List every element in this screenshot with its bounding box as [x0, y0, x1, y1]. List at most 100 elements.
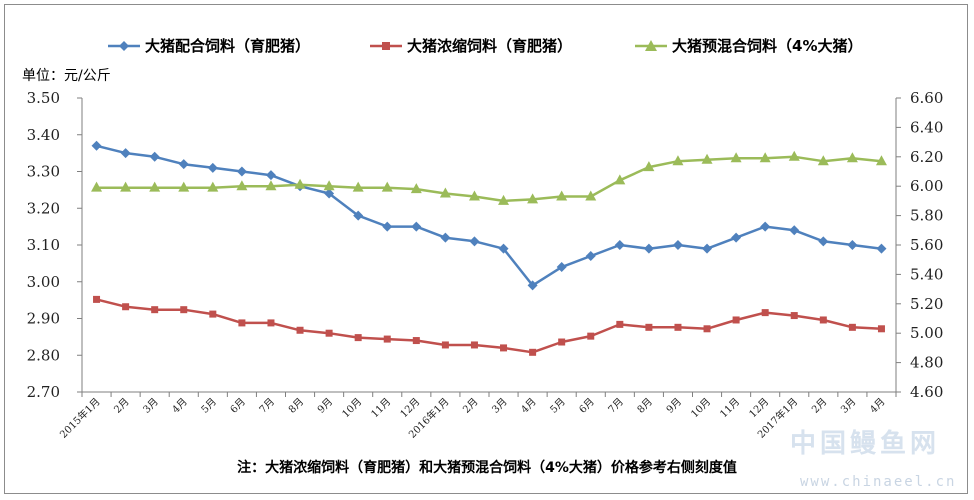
- data-point-diamond: [760, 221, 771, 232]
- x-tick-label: 2月: [461, 396, 481, 416]
- x-tick-label: 7月: [606, 396, 626, 416]
- data-point-triangle: [207, 181, 219, 192]
- data-point-diamond: [324, 188, 335, 199]
- data-point-triangle: [149, 181, 161, 192]
- right-tick-label: 5.80: [910, 207, 943, 225]
- data-point-triangle: [91, 181, 103, 192]
- legend-item-series-2: 大猪浓缩饲料（育肥猪）: [370, 37, 572, 55]
- data-point-diamond: [265, 170, 276, 181]
- x-tick-label: 7月: [257, 396, 277, 416]
- data-point-square: [354, 334, 362, 342]
- data-point-square: [151, 306, 159, 314]
- chart-frame: [4, 4, 968, 494]
- data-point-diamond: [702, 243, 713, 254]
- right-tick-label: 6.60: [910, 89, 943, 107]
- data-point-square: [412, 337, 420, 345]
- x-tick-label: 2月: [112, 396, 132, 416]
- data-point-triangle: [614, 174, 626, 185]
- data-point-square: [296, 326, 304, 334]
- data-point-triangle: [701, 153, 713, 164]
- left-tick-label: 2.80: [27, 346, 60, 364]
- data-point-triangle: [527, 193, 539, 204]
- right-tick-label: 6.20: [910, 148, 943, 166]
- data-point-triangle: [410, 183, 422, 194]
- left-tick-label: 2.70: [27, 383, 60, 401]
- x-tick-label: 2015年1月: [57, 395, 103, 441]
- data-point-triangle: [265, 180, 277, 191]
- data-point-diamond: [120, 148, 131, 159]
- data-point-diamond: [178, 159, 189, 170]
- left-tick-label: 2.90: [27, 310, 60, 328]
- data-point-square: [848, 323, 856, 331]
- data-point-diamond: [411, 221, 422, 232]
- data-point-triangle: [817, 155, 829, 166]
- left-tick-label: 3.00: [27, 273, 60, 291]
- series-1: [91, 140, 887, 291]
- x-tick-label: 4月: [519, 396, 539, 416]
- x-tick-label: 10月: [689, 396, 714, 421]
- legend: 大猪配合饲料（育肥猪） 大猪浓缩饲料（育肥猪） 大猪预混合饲料（4%大猪）: [108, 37, 862, 55]
- x-tick-label: 6月: [577, 396, 597, 416]
- chart-note: 注：大猪浓缩饲料（育肥猪）和大猪预混合饲料（4%大猪）价格参考右侧刻度值: [237, 459, 737, 476]
- data-point-square: [238, 319, 246, 327]
- data-point-triangle: [294, 178, 306, 189]
- x-tick-label: 11月: [718, 396, 743, 421]
- data-point-square: [500, 344, 508, 352]
- x-tick-label: 4月: [868, 396, 888, 416]
- legend-diamond-marker: [119, 41, 129, 51]
- legend-item-series-3: 大猪预混合饲料（4%大猪）: [635, 37, 862, 55]
- data-point-diamond: [149, 151, 160, 162]
- data-point-diamond: [207, 162, 218, 173]
- data-point-triangle: [672, 155, 684, 166]
- data-point-triangle: [352, 181, 364, 192]
- x-tick-label: 12月: [747, 396, 772, 421]
- series-line: [96, 298, 882, 354]
- data-point-diamond: [498, 243, 509, 254]
- watermark-url: www.chinaeel.cn: [800, 474, 956, 490]
- data-point-square: [790, 312, 798, 320]
- data-point-triangle: [323, 180, 335, 191]
- data-point-triangle: [643, 161, 655, 172]
- data-point-square: [558, 338, 566, 346]
- data-point-diamond: [643, 243, 654, 254]
- x-tick-label: 9月: [664, 396, 684, 416]
- x-tick-label: 11月: [369, 396, 394, 421]
- data-point-triangle: [236, 180, 248, 191]
- data-point-square: [122, 303, 130, 311]
- data-point-square: [383, 335, 391, 343]
- legend-label-series-3: 大猪预混合饲料（4%大猪）: [672, 37, 862, 55]
- legend-label-series-1: 大猪配合饲料（育肥猪）: [145, 37, 310, 55]
- data-point-square: [529, 348, 537, 356]
- right-axis-ticks: 4.60 4.80 5.00 5.20 5.40 5.60 5.80 6.00 6.20 6.40…: [896, 89, 943, 401]
- right-tick-label: 5.00: [910, 324, 943, 342]
- watermark-text: 中国鳗鱼网: [790, 429, 940, 459]
- x-tick-label: 3月: [141, 396, 161, 416]
- data-point-diamond: [91, 140, 102, 151]
- data-point-triangle: [759, 152, 771, 163]
- right-tick-label: 5.60: [910, 236, 943, 254]
- series-layer: [91, 140, 887, 356]
- data-point-triangle: [178, 181, 190, 192]
- data-point-square: [93, 295, 101, 303]
- data-point-square: [877, 325, 885, 333]
- x-tick-label: 6月: [228, 396, 248, 416]
- data-point-diamond: [382, 221, 393, 232]
- data-point-square: [616, 320, 624, 328]
- x-tick-label: 8月: [635, 396, 655, 416]
- right-tick-label: 6.40: [910, 118, 943, 136]
- data-point-diamond: [556, 262, 567, 273]
- data-point-triangle: [788, 150, 800, 161]
- data-point-diamond: [847, 240, 858, 250]
- series-line: [96, 155, 882, 203]
- right-tick-label: 4.80: [910, 354, 943, 372]
- legend-item-series-1: 大猪配合饲料（育肥猪）: [108, 37, 310, 55]
- x-tick-label: 5月: [548, 396, 568, 416]
- data-point-triangle: [846, 152, 858, 163]
- x-tick-label: 3月: [490, 396, 510, 416]
- legend-label-series-2: 大猪浓缩饲料（育肥猪）: [407, 37, 572, 55]
- data-point-diamond: [818, 236, 829, 247]
- data-point-triangle: [498, 194, 510, 205]
- data-point-diamond: [527, 280, 538, 291]
- data-point-triangle: [120, 181, 132, 192]
